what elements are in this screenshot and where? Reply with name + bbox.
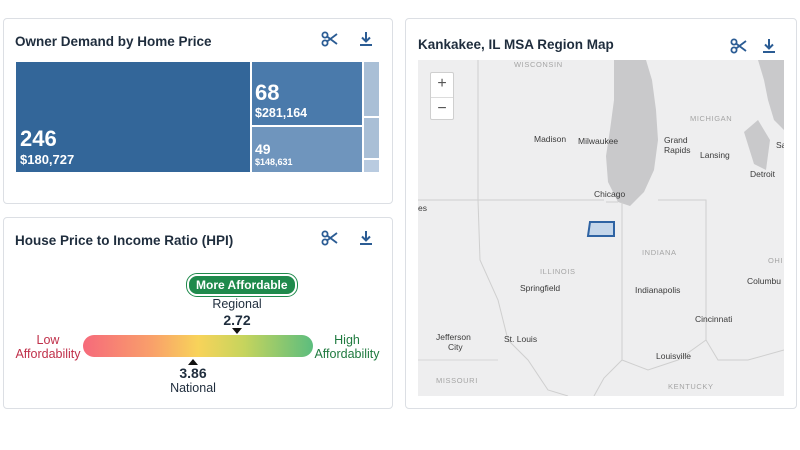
map-label-michigan: MICHIGAN bbox=[690, 114, 733, 123]
map-label-jefferson-city-2: City bbox=[448, 342, 463, 352]
map-label-sa: Sa bbox=[776, 140, 784, 150]
map-label-es: es bbox=[418, 203, 427, 213]
map-label-milwaukee: Milwaukee bbox=[578, 136, 619, 146]
tile-price: $180,727 bbox=[20, 152, 75, 167]
map-label-missouri: MISSOURI bbox=[436, 376, 478, 385]
hpi-title: House Price to Income Ratio (HPI) bbox=[15, 233, 234, 248]
hpi-card bbox=[3, 217, 393, 409]
map-label-kentucky: KENTUCKY bbox=[668, 382, 714, 391]
tile-price: $281,164 bbox=[255, 106, 308, 120]
tile-count: 49 bbox=[255, 141, 271, 157]
map-label-madison: Madison bbox=[534, 134, 567, 144]
affordability-badge: More Affordable bbox=[187, 274, 297, 296]
national-marker bbox=[188, 359, 198, 365]
map-zoom-control: + − bbox=[430, 72, 454, 120]
map-label-jefferson-city-1: Jefferson bbox=[436, 332, 471, 342]
map-label-illinois: ILLINOIS bbox=[540, 267, 576, 276]
regional-label: Regional bbox=[212, 297, 262, 311]
map-base bbox=[418, 60, 784, 396]
tile-count: 68 bbox=[255, 80, 280, 105]
treemap-tile-small-b[interactable] bbox=[364, 118, 379, 158]
map-label-indiana: INDIANA bbox=[642, 248, 677, 257]
zoom-out-button[interactable]: − bbox=[431, 97, 453, 121]
map-label-grand-rapids-2: Rapids bbox=[664, 145, 691, 155]
region-map[interactable]: WISCONSIN MICHIGAN ILLINOIS INDIANA OHI … bbox=[418, 60, 784, 396]
map-label-chicago: Chicago bbox=[594, 189, 626, 199]
region-map-title: Kankakee, IL MSA Region Map bbox=[418, 37, 614, 52]
map-label-st-louis: St. Louis bbox=[504, 334, 538, 344]
zoom-in-button[interactable]: + bbox=[437, 75, 447, 92]
scissors-icon[interactable] bbox=[730, 37, 748, 55]
map-label-ohio: OHI bbox=[768, 256, 784, 265]
low-affordability-line1: Low bbox=[36, 333, 60, 347]
treemap-tile-small-c[interactable] bbox=[364, 160, 379, 172]
scissors-icon[interactable] bbox=[321, 229, 339, 247]
map-label-lansing: Lansing bbox=[700, 150, 730, 160]
owner-demand-title: Owner Demand by Home Price bbox=[15, 34, 212, 49]
national-label: National bbox=[170, 381, 216, 395]
low-affordability-line2: Affordability bbox=[15, 347, 81, 361]
map-label-indianapolis: Indianapolis bbox=[635, 285, 681, 295]
tile-count: 246 bbox=[20, 126, 57, 151]
scissors-icon[interactable] bbox=[321, 30, 339, 48]
map-label-springfield: Springfield bbox=[520, 283, 561, 293]
treemap-tile-49[interactable]: 49 $148,631 bbox=[252, 127, 362, 172]
tile-price: $148,631 bbox=[255, 157, 293, 167]
treemap-tile-68[interactable]: 68 $281,164 bbox=[252, 62, 362, 125]
download-icon[interactable] bbox=[760, 37, 778, 55]
map-label-columbus: Columbu bbox=[747, 276, 782, 286]
treemap-tile-246[interactable]: 246 $180,727 bbox=[16, 62, 250, 172]
treemap-tile-small-a[interactable] bbox=[364, 62, 379, 116]
high-affordability-line2: Affordability bbox=[314, 347, 380, 361]
map-label-grand-rapids-1: Grand bbox=[664, 135, 688, 145]
regional-value: 2.72 bbox=[223, 312, 251, 328]
map-label-detroit: Detroit bbox=[750, 169, 776, 179]
download-icon[interactable] bbox=[357, 30, 375, 48]
map-label-cincinnati: Cincinnati bbox=[695, 314, 733, 324]
map-label-louisville: Louisville bbox=[656, 351, 691, 361]
map-label-wisconsin: WISCONSIN bbox=[514, 60, 563, 69]
hpi-gradient-bar bbox=[83, 335, 313, 357]
national-value: 3.86 bbox=[179, 365, 207, 381]
download-icon[interactable] bbox=[357, 229, 375, 247]
regional-marker bbox=[232, 328, 242, 334]
high-affordability-line1: High bbox=[334, 333, 360, 347]
